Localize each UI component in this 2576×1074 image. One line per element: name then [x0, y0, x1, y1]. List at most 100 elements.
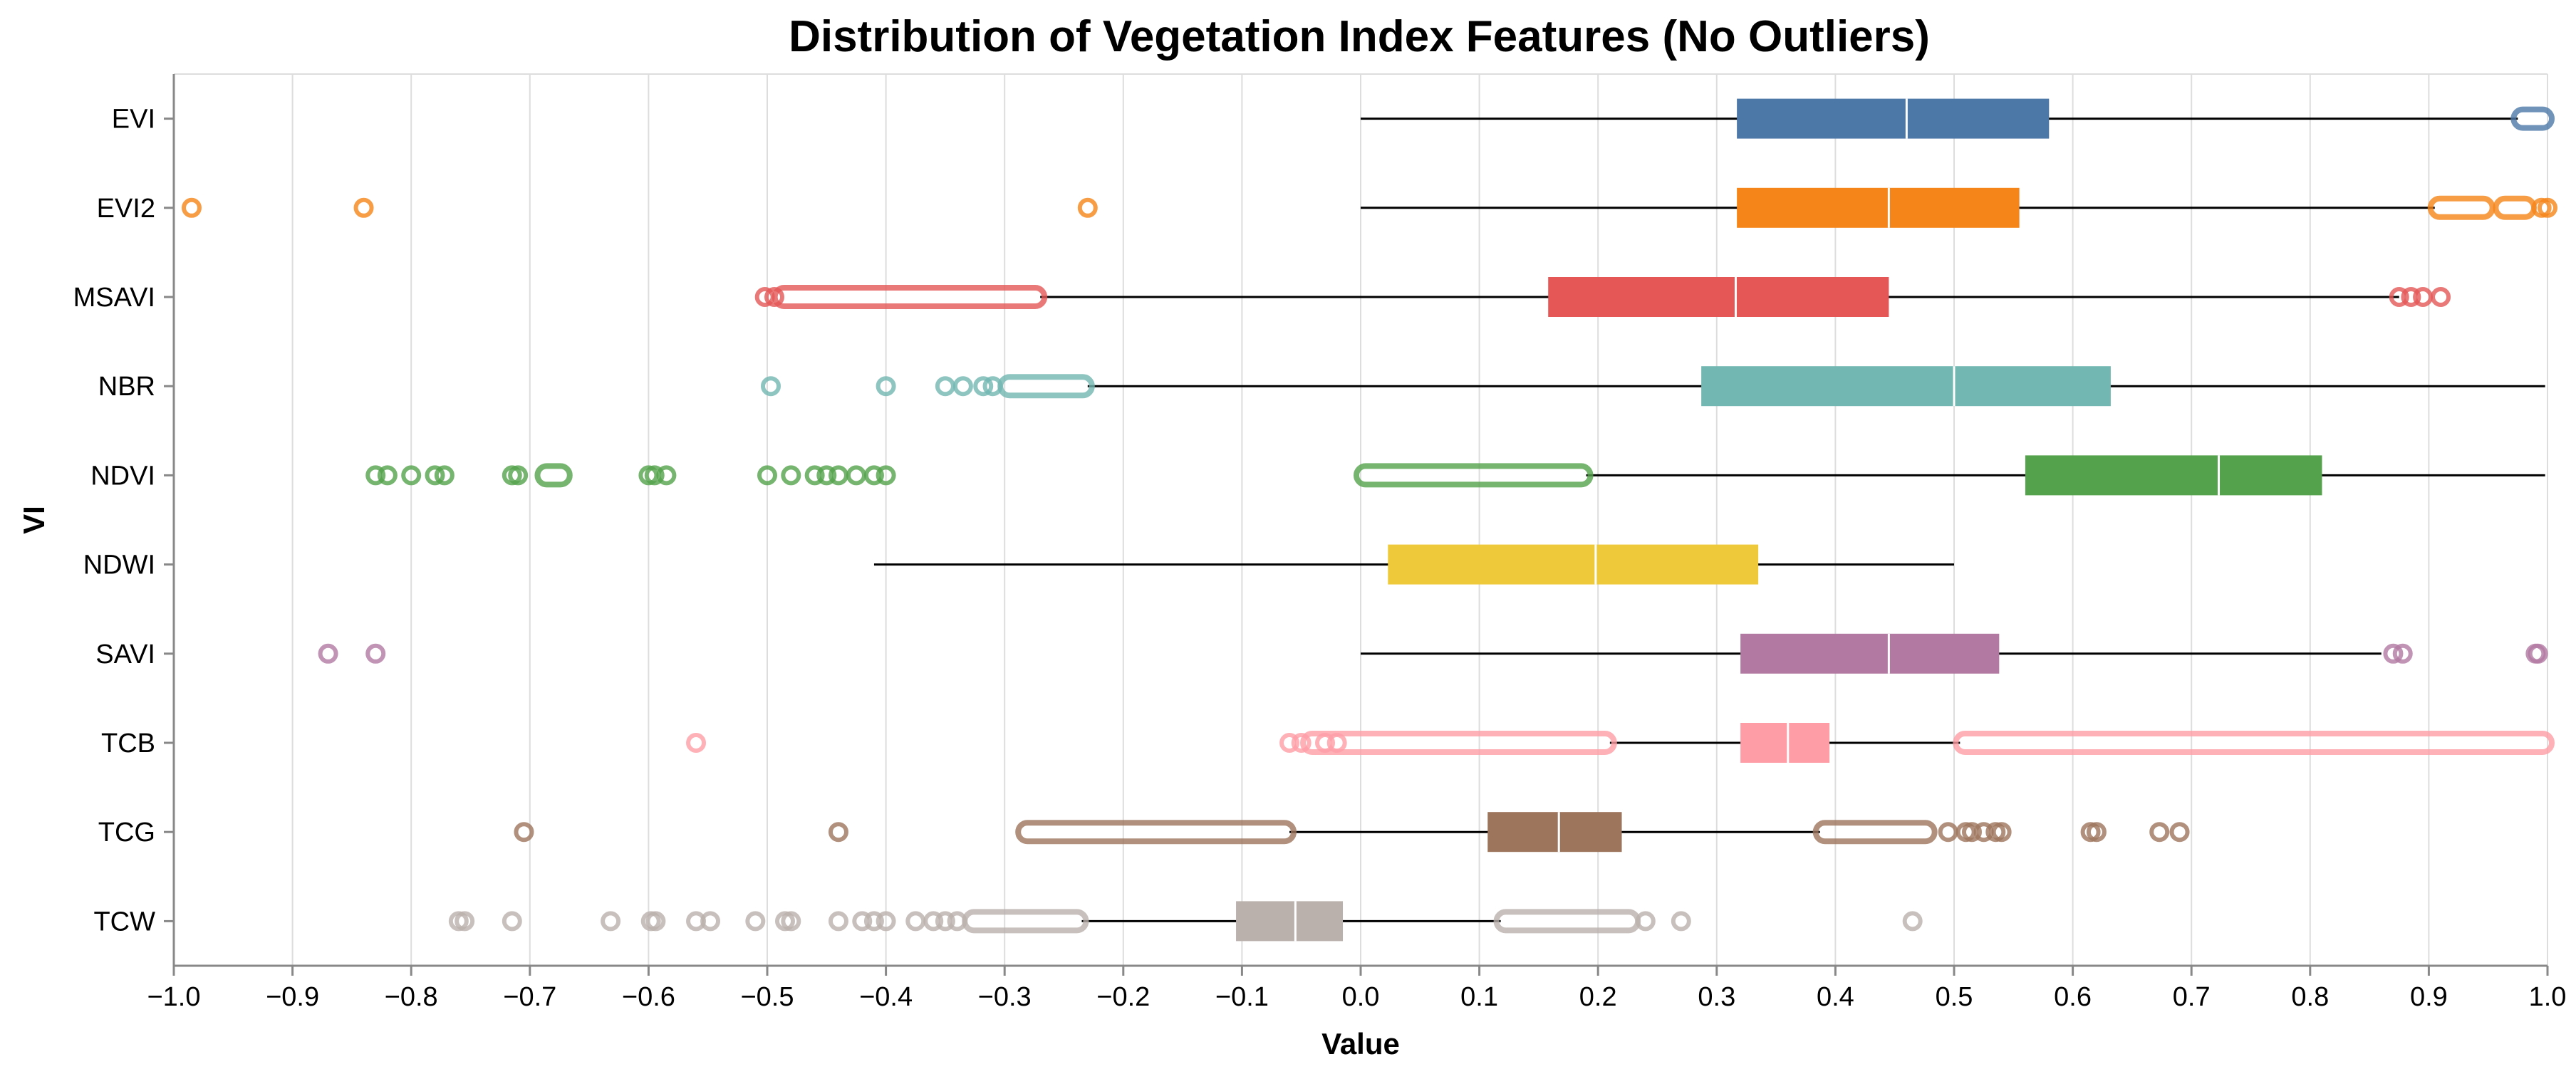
chart-title: Distribution of Vegetation Index Feature…: [789, 12, 1930, 61]
outlier-SAVI: [2528, 643, 2548, 664]
outlier-cluster-EVI: [2510, 106, 2555, 131]
outlier-TCG: [2169, 822, 2190, 843]
outlier-TCG: [514, 822, 534, 843]
outlier-NBR: [952, 376, 973, 397]
x-tick-label: −0.4: [859, 982, 913, 1012]
outlier-cluster-TCB: [1300, 731, 1617, 755]
y-tick-label: MSAVI: [73, 283, 155, 313]
outlier-NDVI: [876, 465, 896, 486]
outlier-NDVI: [508, 465, 529, 486]
x-tick-label: −1.0: [147, 982, 200, 1012]
x-tick-label: 0.3: [1698, 982, 1735, 1012]
x-tick-label: 0.0: [1342, 982, 1380, 1012]
outlier-NBR: [973, 376, 994, 397]
outlier-NDVI: [365, 465, 386, 486]
outlier-TCB: [1326, 733, 1347, 753]
x-tick-label: 0.5: [1936, 982, 1973, 1012]
y-tick-label: NDVI: [90, 461, 155, 491]
outlier-NDVI: [401, 465, 422, 486]
y-tick-label: EVI2: [97, 194, 155, 224]
outlier-NDVI: [816, 465, 837, 486]
outlier-MSAVI: [754, 287, 775, 307]
outlier-NDVI: [656, 465, 677, 486]
outlier-TCW: [781, 911, 801, 932]
outlier-MSAVI: [2431, 287, 2451, 307]
x-tick-label: 1.0: [2529, 982, 2567, 1012]
outlier-EVI2: [1077, 197, 1098, 218]
outlier-TCW: [923, 911, 944, 932]
outlier-TCW: [601, 911, 621, 932]
x-tick-label: 0.7: [2173, 982, 2211, 1012]
outlier-TCW: [745, 911, 766, 932]
y-tick-label: NDWI: [83, 551, 155, 580]
outlier-NBR: [760, 376, 781, 397]
x-tick-label: 0.8: [2291, 982, 2329, 1012]
outlier-NDVI: [781, 465, 801, 486]
x-tick-label: 0.2: [1579, 982, 1617, 1012]
outlier-NBR: [982, 376, 1003, 397]
outlier-SAVI: [318, 643, 338, 664]
box-MSAVI: [1548, 277, 1889, 317]
x-tick-label: 0.4: [1817, 982, 1854, 1012]
box-TCW: [1236, 901, 1344, 942]
box-TCG: [1487, 812, 1622, 853]
x-tick-label: −0.1: [1215, 982, 1269, 1012]
outlier-NDVI: [434, 465, 455, 486]
x-tick-label: −0.7: [503, 982, 556, 1012]
outlier-NDVI: [377, 465, 398, 486]
outlier-EVI2: [353, 197, 374, 218]
outlier-TCW: [828, 911, 848, 932]
outlier-TCG: [1991, 822, 2012, 843]
outlier-NDVI: [644, 465, 665, 486]
outlier-TCW: [1902, 911, 1923, 932]
box-EVI: [1737, 98, 2050, 139]
outlier-SAVI: [2383, 643, 2404, 664]
y-tick-label: NBR: [98, 372, 155, 402]
box-NDVI: [2025, 455, 2322, 496]
outlier-cluster-EVI2: [2427, 195, 2496, 220]
outlier-TCW: [700, 911, 721, 932]
outlier-NBR: [876, 376, 896, 397]
outlier-TCW: [645, 911, 666, 932]
outlier-TCW: [863, 911, 884, 932]
outlier-NDVI: [804, 465, 825, 486]
outlier-TCW: [947, 911, 967, 932]
y-tick-label: TCG: [98, 818, 155, 848]
outlier-TCG: [828, 822, 848, 843]
outlier-TCB: [1291, 733, 1312, 753]
outlier-TCW: [1671, 911, 1691, 932]
outlier-MSAVI: [2389, 287, 2409, 307]
outlier-NDVI: [863, 465, 884, 486]
outlier-TCG: [2149, 822, 2170, 843]
outlier-SAVI: [365, 643, 386, 664]
outlier-NDVI: [757, 465, 777, 486]
outlier-SAVI: [2392, 643, 2413, 664]
box-NBR: [1701, 366, 2111, 407]
x-tick-label: −0.3: [978, 982, 1032, 1012]
box-TCB: [1740, 723, 1830, 763]
outlier-TCW: [455, 911, 475, 932]
outlier-TCW: [935, 911, 955, 932]
outlier-MSAVI: [764, 287, 784, 307]
y-tick-label: TCW: [93, 907, 155, 937]
x-tick-label: 0.1: [1460, 982, 1498, 1012]
y-tick-label: TCB: [101, 729, 155, 758]
outlier-EVI2: [2538, 197, 2557, 218]
outlier-MSAVI: [2401, 287, 2421, 307]
outlier-cluster-TCB: [1953, 731, 2555, 755]
outlier-TCW: [876, 911, 896, 932]
outlier-TCW: [502, 911, 522, 932]
x-axis-title: Value: [1321, 1027, 1400, 1060]
outlier-TCB: [1315, 733, 1336, 753]
outlier-TCB: [1279, 733, 1300, 753]
outlier-cluster-TCG: [1015, 820, 1297, 845]
box-NDWI: [1388, 544, 1759, 585]
outlier-TCG: [1961, 822, 1982, 843]
outlier-TCW: [852, 911, 873, 932]
y-tick-label: EVI: [112, 105, 155, 135]
x-tick-label: −0.8: [385, 982, 438, 1012]
outlier-TCG: [2086, 822, 2107, 843]
y-axis-title: VI: [17, 506, 51, 534]
